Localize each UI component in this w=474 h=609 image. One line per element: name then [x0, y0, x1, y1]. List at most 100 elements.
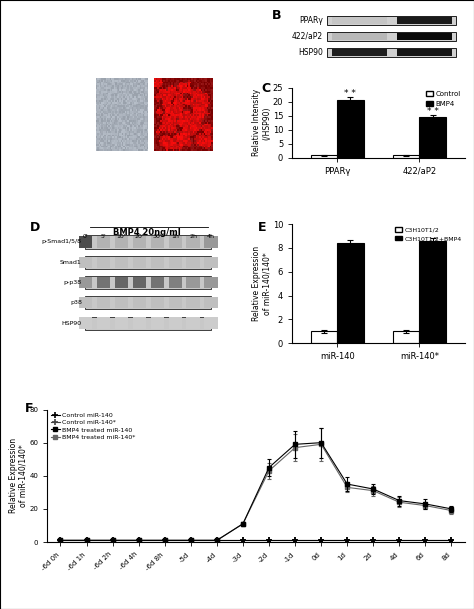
Bar	[393, 331, 419, 343]
Text: BMP4 20ng/ml: BMP4 20ng/ml	[113, 228, 181, 237]
Text: +: +	[147, 27, 155, 37]
FancyBboxPatch shape	[151, 236, 164, 248]
Text: HSP90: HSP90	[62, 320, 82, 326]
FancyBboxPatch shape	[332, 49, 387, 56]
Text: PPARγ: PPARγ	[299, 16, 323, 25]
Text: +: +	[190, 15, 198, 25]
Y-axis label: Relative Intensity
(/HSP90): Relative Intensity (/HSP90)	[252, 90, 271, 157]
FancyBboxPatch shape	[204, 277, 218, 288]
FancyBboxPatch shape	[115, 297, 128, 308]
Legend: Control, BMP4: Control, BMP4	[426, 91, 461, 107]
FancyBboxPatch shape	[97, 256, 110, 268]
FancyBboxPatch shape	[97, 297, 110, 308]
FancyBboxPatch shape	[327, 32, 456, 41]
FancyBboxPatch shape	[85, 296, 211, 309]
FancyBboxPatch shape	[327, 48, 456, 57]
Bar	[419, 241, 446, 343]
FancyBboxPatch shape	[79, 236, 92, 248]
FancyBboxPatch shape	[133, 236, 146, 248]
Bar	[311, 331, 337, 343]
Text: F: F	[25, 401, 33, 415]
Text: A: A	[30, 12, 40, 25]
Text: 0': 0'	[82, 234, 88, 239]
FancyBboxPatch shape	[97, 317, 110, 329]
Text: Smad1: Smad1	[60, 260, 82, 265]
Text: D: D	[30, 220, 40, 233]
FancyBboxPatch shape	[79, 297, 92, 308]
FancyBboxPatch shape	[85, 276, 211, 289]
Text: 20': 20'	[134, 234, 144, 239]
FancyBboxPatch shape	[186, 256, 200, 268]
Text: * *: * *	[427, 107, 438, 116]
FancyBboxPatch shape	[397, 17, 453, 24]
Text: 422/aP2: 422/aP2	[292, 32, 323, 41]
FancyBboxPatch shape	[151, 297, 164, 308]
FancyBboxPatch shape	[133, 277, 146, 288]
FancyBboxPatch shape	[97, 277, 110, 288]
FancyBboxPatch shape	[79, 317, 92, 329]
FancyBboxPatch shape	[169, 297, 182, 308]
Text: BMP4: BMP4	[85, 15, 114, 24]
FancyBboxPatch shape	[133, 256, 146, 268]
Bar	[419, 117, 446, 158]
FancyBboxPatch shape	[85, 256, 211, 269]
Bar	[337, 100, 364, 158]
FancyBboxPatch shape	[186, 297, 200, 308]
FancyBboxPatch shape	[204, 297, 218, 308]
Text: p38: p38	[70, 300, 82, 305]
Text: MDI: MDI	[85, 27, 105, 36]
FancyBboxPatch shape	[397, 49, 453, 56]
FancyBboxPatch shape	[169, 277, 182, 288]
FancyBboxPatch shape	[115, 317, 128, 329]
FancyBboxPatch shape	[332, 17, 387, 24]
Text: 30': 30'	[152, 234, 162, 239]
FancyBboxPatch shape	[204, 317, 218, 329]
FancyBboxPatch shape	[79, 277, 92, 288]
Bar	[311, 155, 337, 158]
FancyBboxPatch shape	[204, 256, 218, 268]
Text: HSP90: HSP90	[298, 48, 323, 57]
Text: p-Smad1/5/8: p-Smad1/5/8	[42, 239, 82, 244]
FancyBboxPatch shape	[85, 317, 211, 329]
Text: B: B	[272, 10, 281, 23]
FancyBboxPatch shape	[186, 277, 200, 288]
Y-axis label: Relative Expression
of miR-140/140*: Relative Expression of miR-140/140*	[9, 438, 28, 513]
Y-axis label: Relative Expression
of miR-140/140*: Relative Expression of miR-140/140*	[252, 246, 271, 322]
Text: 2h: 2h	[189, 234, 197, 239]
Text: C: C	[261, 82, 270, 95]
Ellipse shape	[159, 37, 208, 69]
FancyBboxPatch shape	[169, 317, 182, 329]
FancyBboxPatch shape	[204, 236, 218, 248]
FancyBboxPatch shape	[151, 277, 164, 288]
FancyBboxPatch shape	[115, 277, 128, 288]
Text: * *: * *	[345, 89, 356, 98]
FancyBboxPatch shape	[397, 33, 453, 40]
Text: +: +	[190, 27, 198, 37]
FancyBboxPatch shape	[115, 236, 128, 248]
FancyBboxPatch shape	[115, 256, 128, 268]
FancyBboxPatch shape	[151, 30, 216, 76]
Ellipse shape	[99, 37, 144, 69]
Text: p-p38: p-p38	[64, 280, 82, 285]
Text: -: -	[149, 15, 153, 25]
Text: 5': 5'	[100, 234, 106, 239]
Text: E: E	[258, 220, 266, 233]
FancyBboxPatch shape	[169, 256, 182, 268]
FancyBboxPatch shape	[92, 30, 151, 76]
FancyBboxPatch shape	[85, 236, 211, 248]
FancyBboxPatch shape	[97, 236, 110, 248]
Text: 10': 10'	[117, 234, 126, 239]
FancyBboxPatch shape	[332, 33, 387, 40]
FancyBboxPatch shape	[186, 317, 200, 329]
FancyBboxPatch shape	[186, 236, 200, 248]
FancyBboxPatch shape	[151, 317, 164, 329]
FancyBboxPatch shape	[133, 317, 146, 329]
Legend: Control miR-140, Control miR-140*, BMP4 treated miR-140, BMP4 treated miR-140*: Control miR-140, Control miR-140*, BMP4 …	[51, 413, 136, 440]
FancyBboxPatch shape	[169, 236, 182, 248]
Text: 1h: 1h	[171, 234, 179, 239]
FancyBboxPatch shape	[327, 16, 456, 24]
Bar	[337, 243, 364, 343]
Bar	[393, 155, 419, 158]
Text: 4h: 4h	[207, 234, 215, 239]
FancyBboxPatch shape	[133, 297, 146, 308]
